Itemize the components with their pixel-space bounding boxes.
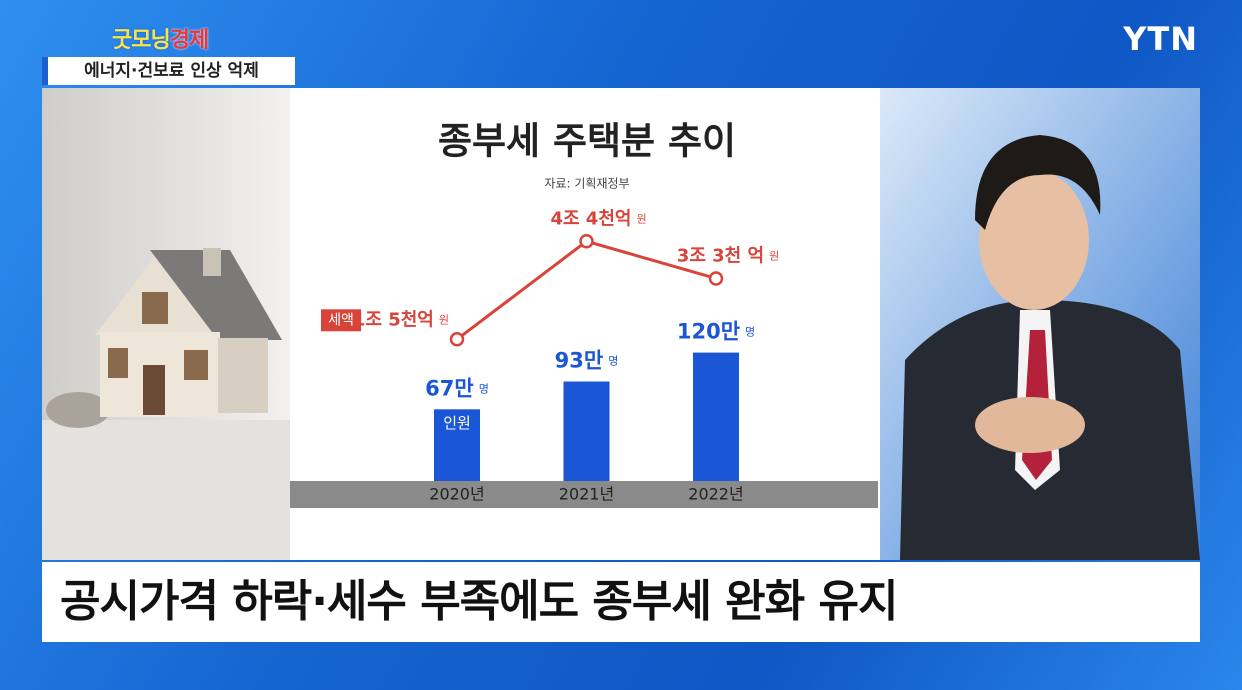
value-label-unit: 명 xyxy=(745,326,755,339)
value-label: 67만 명 xyxy=(425,376,489,400)
value-label: 93만 명 xyxy=(555,348,619,372)
chart-title: 종부세 주택분 추이 xyxy=(438,120,736,163)
channel-logo: YTN xyxy=(1123,20,1198,58)
value-label-number: 67만 xyxy=(425,376,474,400)
value-label-number: 3조 3천 억 xyxy=(677,245,764,266)
category-band xyxy=(290,481,878,508)
anchor-photo xyxy=(880,88,1200,560)
value-label-unit: 원 xyxy=(439,313,449,326)
logo-part: 굿모닝 xyxy=(112,28,171,53)
panel-svg: 종부세 주택분 추이 자료: 기획재정부 2020년 2021년 2022년 67만 명… xyxy=(42,88,1200,560)
value-label-unit: 명 xyxy=(479,382,489,395)
house-photo xyxy=(42,88,290,560)
value-label: 3조 3천 억 원 xyxy=(677,245,779,266)
value-label-unit: 원 xyxy=(769,249,779,262)
logo-part: 경제 xyxy=(169,28,209,53)
program-logo: 굿모닝경제 xyxy=(112,22,209,54)
bar xyxy=(563,381,610,481)
value-label-number: 1조 5천억 xyxy=(353,309,434,330)
topic-bar: 에너지·건보료 인상 억제 xyxy=(42,57,295,85)
value-label-number: 93만 xyxy=(555,348,604,372)
line-point xyxy=(449,332,465,347)
line-point xyxy=(708,271,724,286)
chart: 종부세 주택분 추이 자료: 기획재정부 2020년 2021년 2022년 67만 명… xyxy=(290,88,878,560)
value-label: 120만 명 xyxy=(677,320,755,344)
content-panel: 종부세 주택분 추이 자료: 기획재정부 2020년 2021년 2022년 67만 명… xyxy=(42,88,1200,560)
value-label-number: 120만 xyxy=(677,320,740,344)
value-label-number: 4조 4천억 xyxy=(550,208,631,229)
bar xyxy=(434,409,480,481)
line-point xyxy=(579,234,594,249)
headline-bar: 공시가격 하락·세수 부족에도 종부세 완화 유지 xyxy=(42,562,1200,642)
x-tick-label: 2021년 xyxy=(559,485,614,504)
value-label: 4조 4천억 원 xyxy=(550,208,646,229)
value-label-unit: 원 xyxy=(636,212,646,225)
series-name-box xyxy=(321,309,361,332)
series-name: 인원 xyxy=(443,414,471,432)
x-tick-label: 2022년 xyxy=(688,485,743,504)
value-label: 1조 5천억 원 xyxy=(353,309,449,330)
series-name: 세액 xyxy=(328,312,354,328)
chart-source: 자료: 기획재정부 xyxy=(544,177,629,191)
value-label-unit: 명 xyxy=(608,354,618,367)
x-tick-label: 2020년 xyxy=(429,485,484,504)
bar xyxy=(693,352,739,481)
